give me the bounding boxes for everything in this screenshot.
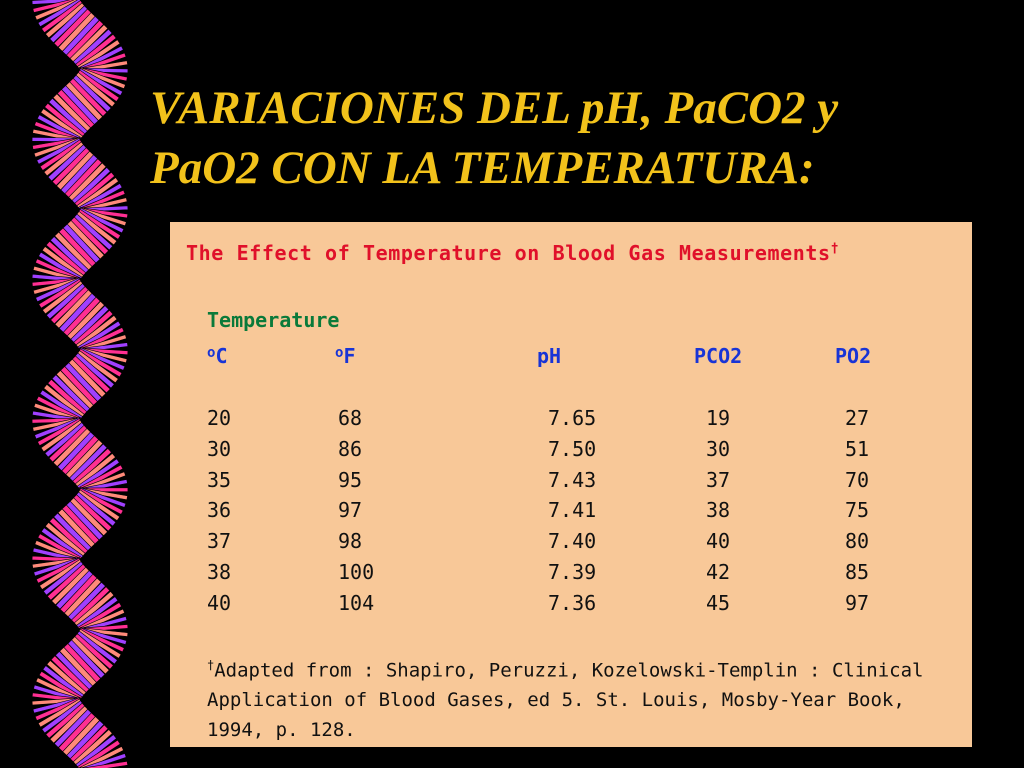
cell-ph: 7.41 <box>548 498 597 523</box>
slide-title-line-1: VARIACIONES DEL pH, PaCO2 y <box>150 82 839 134</box>
cell-fahrenheit: 86 <box>338 436 363 461</box>
cell-pco2: 40 <box>706 529 731 554</box>
cell-pco2: 19 <box>706 406 731 430</box>
cell-po2: 85 <box>845 560 870 584</box>
cell-ph: 7.39 <box>548 560 597 584</box>
ribbon-segment <box>54 231 93 271</box>
ribbon-segment <box>46 563 87 601</box>
cell-pco2: 42 <box>706 560 731 584</box>
ribbon-segment <box>51 566 90 606</box>
cell-po2: 75 <box>845 498 870 523</box>
ribbon-segment <box>58 227 97 268</box>
ribbon-segment <box>57 508 96 549</box>
cell-celsius: 30 <box>207 436 232 461</box>
cell-pco2: 30 <box>706 436 731 461</box>
cell-fahrenheit: 100 <box>338 560 375 584</box>
cell-pco2: 38 <box>706 498 731 523</box>
table-title-dagger: † <box>830 241 840 257</box>
footnote-line-1-text: Adapted from : Shapiro, Peruzzi, Kozelow… <box>214 659 924 682</box>
ribbon-segment <box>45 2 86 39</box>
ribbon-segment <box>49 236 90 275</box>
table-title: The Effect of Temperature on Blood Gas M… <box>186 241 839 265</box>
cell-fahrenheit: 104 <box>338 590 375 615</box>
cell-celsius: 36 <box>207 498 232 523</box>
cell-celsius: 37 <box>207 529 232 554</box>
col-header-po2: PO2 <box>835 344 872 368</box>
cell-celsius: 40 <box>207 590 232 615</box>
col-header-celsius: oC <box>207 344 227 368</box>
ribbon-segment <box>78 746 124 768</box>
footnote-line-2: Application of Blood Gases, ed 5. St. Lo… <box>207 689 905 712</box>
ribbon-segment <box>48 424 89 463</box>
ribbon-segment <box>49 517 89 555</box>
ribbon-segment <box>52 93 92 133</box>
cell-ph: 7.36 <box>548 590 597 615</box>
cell-celsius: 35 <box>207 467 232 492</box>
degree-sign-fahrenheit: o <box>335 345 344 361</box>
cell-fahrenheit: 98 <box>338 529 363 554</box>
cell-po2: 97 <box>845 590 870 615</box>
fahrenheit-letter: F <box>343 344 356 368</box>
temperature-group-label: Temperature <box>207 308 340 332</box>
ribbon-segment <box>53 512 92 552</box>
blood-gas-table-panel: The Effect of Temperature on Blood Gas M… <box>170 222 972 747</box>
ribbon-segment <box>49 5 89 44</box>
slide-title-line-2: PaO2 CON LA TEMPERATURA: <box>150 142 815 194</box>
cell-celsius: 38 <box>207 560 232 584</box>
cell-fahrenheit: 68 <box>338 406 363 430</box>
ribbon-segment <box>49 705 89 744</box>
cell-ph: 7.43 <box>548 467 597 492</box>
ribbon-segment <box>53 708 93 748</box>
cell-fahrenheit: 95 <box>338 467 363 492</box>
ribbon-segment <box>50 286 90 325</box>
ribbon-segment <box>51 147 91 186</box>
slide-title: VARIACIONES DEL pH, PaCO2 y PaO2 CON LA … <box>150 78 1010 198</box>
ribbon-segment <box>46 283 87 320</box>
ribbon-segment <box>52 428 92 467</box>
ribbon-segment <box>54 650 94 691</box>
col-header-fahrenheit: oF <box>335 344 355 368</box>
cell-ph: 7.65 <box>548 406 597 430</box>
ribbon-segment <box>59 646 97 687</box>
ribbon-segment <box>81 760 129 768</box>
ribbon-segment <box>53 8 92 48</box>
ribbon-segment <box>50 655 90 694</box>
cell-pco2: 45 <box>706 590 731 615</box>
footnote-line-1: †Adapted from : Shapiro, Peruzzi, Kozelo… <box>207 650 967 685</box>
ribbon-segment <box>48 97 88 136</box>
ribbon-segment <box>54 289 93 329</box>
cell-ph: 7.40 <box>548 529 597 554</box>
cell-po2: 27 <box>845 406 870 430</box>
cell-celsius: 20 <box>207 406 232 430</box>
ribbon-segment <box>51 374 91 413</box>
ribbon-segment <box>47 144 88 182</box>
ribbon-segment <box>55 570 94 610</box>
degree-sign-celsius: o <box>207 345 216 361</box>
footnote-dagger: † <box>207 658 215 672</box>
ribbon-segment <box>77 739 121 768</box>
celsius-letter: C <box>215 344 228 368</box>
col-header-pco2: PCO2 <box>694 344 743 368</box>
cell-po2: 80 <box>845 529 870 554</box>
ribbon-segment <box>55 370 94 410</box>
cell-po2: 51 <box>845 436 870 461</box>
cell-po2: 70 <box>845 467 870 492</box>
footnote-line-3: 1994, p. 128. <box>207 719 356 742</box>
cell-fahrenheit: 97 <box>338 498 363 523</box>
ribbon-segment <box>56 89 95 129</box>
cell-pco2: 37 <box>706 467 731 492</box>
ribbon-segment <box>45 702 86 739</box>
col-header-ph: pH <box>537 344 562 368</box>
wavy-ribbon-decoration <box>31 0 129 768</box>
ribbon-segment <box>80 753 127 768</box>
table-title-text: The Effect of Temperature on Blood Gas M… <box>186 241 831 265</box>
cell-ph: 7.50 <box>548 436 597 461</box>
ribbon-segment <box>75 734 117 768</box>
source-footnote: †Adapted from : Shapiro, Peruzzi, Kozelo… <box>207 650 967 745</box>
